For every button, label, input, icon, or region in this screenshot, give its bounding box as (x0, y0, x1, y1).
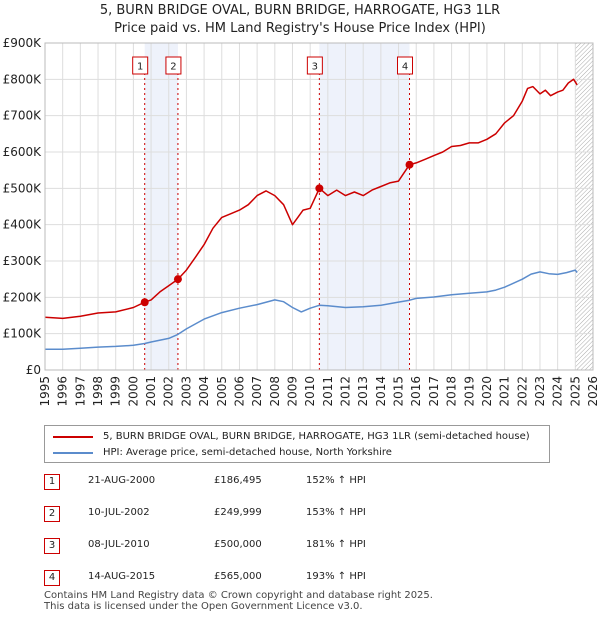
x-tick-label: 1996 (56, 376, 70, 407)
x-tick-label: 2007 (250, 376, 264, 407)
sale-label: 4 (402, 62, 408, 73)
sale-price: £500,000 (214, 539, 262, 550)
sale-point (405, 160, 414, 169)
x-tick-label: 2010 (303, 376, 317, 407)
legend-swatch-property (53, 436, 93, 438)
x-tick-label: 2018 (445, 376, 459, 407)
plot-frame (44, 42, 594, 371)
x-tick-label: 1999 (109, 376, 123, 407)
footer-copyright: Contains HM Land Registry data © Crown c… (44, 590, 433, 601)
hpi-line (45, 269, 578, 351)
sale-row: 4 14-AUG-2015 £565,000 193% ↑ HPI (44, 568, 564, 588)
sale-date: 10-JUL-2002 (88, 507, 150, 518)
price-chart: £0 £100K £200K £300K £400K £500K £600K £700K £80… (3, 36, 600, 407)
x-tick-label: 2005 (215, 376, 229, 407)
x-tick-label: 2000 (126, 376, 140, 407)
x-tick-label: 2023 (533, 376, 547, 407)
y-tick-label: £900K (3, 36, 43, 50)
sale-hpi-change: 181% ↑ HPI (306, 539, 366, 550)
sale-label: 1 (137, 62, 143, 73)
legend-label-hpi: HPI: Average price, semi-detached house,… (103, 447, 392, 458)
sale-number-badge: 1 (44, 474, 60, 490)
sale-row: 1 21-AUG-2000 £186,495 152% ↑ HPI (44, 472, 564, 492)
sale-point (173, 275, 182, 284)
x-tick-label: 2012 (339, 376, 353, 407)
x-tick-label: 2020 (480, 376, 494, 407)
x-tick-label: 2021 (498, 376, 512, 407)
legend: 5, BURN BRIDGE OVAL, BURN BRIDGE, HARROG… (44, 425, 550, 463)
legend-swatch-hpi (53, 452, 93, 454)
sale-row: 2 10-JUL-2002 £249,999 153% ↑ HPI (44, 504, 564, 524)
sale-label-box (132, 56, 149, 75)
sale-row: 3 08-JUL-2010 £500,000 181% ↑ HPI (44, 536, 564, 556)
chart-title: 5, BURN BRIDGE OVAL, BURN BRIDGE, HARROG… (0, 2, 600, 38)
x-tick-label: 2013 (356, 376, 370, 407)
sale-label: 2 (170, 62, 176, 73)
legend-label-property: 5, BURN BRIDGE OVAL, BURN BRIDGE, HARROG… (103, 431, 530, 442)
sale-point (315, 184, 324, 193)
y-tick-label: £300K (3, 254, 43, 268)
y-tick-label: £500K (3, 181, 43, 195)
x-tick-label: 2002 (162, 376, 176, 407)
sale-price: £565,000 (214, 571, 262, 582)
y-tick-label: £600K (3, 145, 43, 159)
sale-hpi-change: 153% ↑ HPI (306, 507, 366, 518)
sale-label: 3 (312, 62, 318, 73)
footer: Contains HM Land Registry data © Crown c… (44, 590, 433, 612)
sale-number-badge: 2 (44, 506, 60, 522)
x-tick-label: 2015 (392, 376, 406, 407)
x-tick-label: 2006 (232, 376, 246, 407)
y-tick-label: £700K (3, 109, 43, 123)
sale-number-badge: 3 (44, 538, 60, 554)
y-tick-label: £400K (3, 218, 43, 232)
y-tick-label: £200K (3, 290, 43, 304)
x-tick-label: 1998 (91, 376, 105, 407)
y-tick-label: £100K (3, 327, 43, 341)
sale-date: 14-AUG-2015 (88, 571, 156, 582)
sale-hpi-change: 193% ↑ HPI (306, 571, 366, 582)
x-tick-label: 2001 (144, 376, 158, 407)
x-tick-label: 1995 (38, 376, 52, 407)
x-tick-label: 2014 (374, 376, 388, 407)
sale-date: 08-JUL-2010 (88, 539, 150, 550)
sale-number-badge: 4 (44, 570, 60, 586)
x-tick-label: 2011 (321, 376, 335, 407)
x-tick-label: 2009 (285, 376, 299, 407)
footer-licence: This data is licensed under the Open Gov… (44, 601, 363, 612)
sale-hpi-change: 152% ↑ HPI (306, 475, 366, 486)
x-tick-label: 2016 (409, 376, 423, 407)
plot-area (45, 43, 593, 370)
chart-title-line1: 5, BURN BRIDGE OVAL, BURN BRIDGE, HARROG… (99, 3, 501, 18)
sale-price: £249,999 (214, 507, 262, 518)
sale-label-box (165, 56, 182, 75)
x-tick-label: 2026 (586, 376, 600, 407)
x-tick-label: 2017 (427, 376, 441, 407)
x-tick-label: 2008 (268, 376, 282, 407)
x-tick-label: 2022 (515, 376, 529, 407)
x-tick-label: 2024 (551, 376, 565, 407)
ownership-span (144, 43, 178, 370)
sale-price: £186,495 (214, 475, 262, 486)
x-tick-label: 2025 (568, 376, 582, 407)
chart-title-line2: Price paid vs. HM Land Registry's House … (114, 21, 486, 36)
y-tick-label: £0 (26, 363, 41, 377)
sale-label-box (306, 56, 323, 75)
y-tick-label: £800K (3, 72, 43, 86)
sale-point (140, 298, 149, 307)
x-tick-label: 2004 (197, 376, 211, 407)
x-tick-label: 2003 (179, 376, 193, 407)
sale-date: 21-AUG-2000 (88, 475, 156, 486)
forecast-hatch (575, 43, 593, 370)
sale-label-box (397, 56, 414, 75)
ownership-span (319, 43, 410, 370)
x-tick-label: 2019 (462, 376, 476, 407)
x-tick-label: 1997 (73, 376, 87, 407)
